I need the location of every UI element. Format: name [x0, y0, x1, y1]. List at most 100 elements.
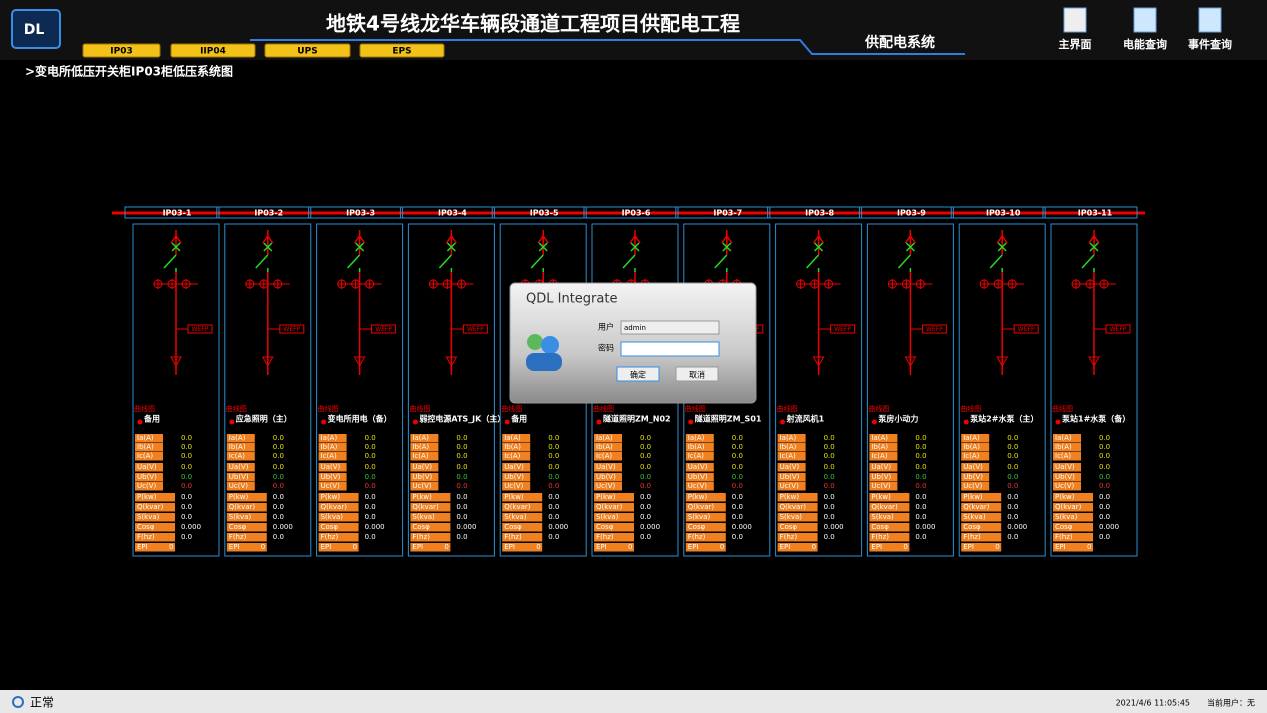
panel-id: IP03-5: [530, 209, 559, 218]
measure-value: 0: [812, 543, 816, 551]
ct-coil: [824, 279, 834, 289]
ct-coil: [979, 279, 989, 289]
measure-value: 0.0: [824, 513, 835, 521]
measure-value: 0.000: [915, 523, 935, 531]
measure-label: S(kva): [412, 513, 435, 521]
curve-link[interactable]: 曲线图: [868, 404, 889, 413]
measure-tag: [961, 473, 990, 482]
user-select[interactable]: [620, 320, 720, 335]
measure-tag: [594, 473, 622, 482]
measure-label: F(hz): [504, 533, 522, 541]
measure-tag: [685, 473, 714, 482]
ct-coil: [153, 279, 163, 289]
curve-link[interactable]: 曲线图: [409, 404, 430, 413]
measure-label: Ub(V): [963, 473, 983, 481]
tab[interactable]: [170, 43, 256, 58]
curve-link[interactable]: 曲线图: [685, 404, 706, 413]
measure-label: Uc(V): [137, 482, 156, 490]
measure-value: 0.0: [824, 533, 835, 541]
measure-tag: [594, 443, 622, 452]
panel-id: IP03-9: [897, 209, 926, 218]
measure-label: Ua(V): [871, 463, 891, 471]
measure-value: 0.0: [273, 452, 284, 460]
measure-label: P(kw): [412, 493, 432, 501]
header-title: 地铁4号线龙华车辆段通道工程项目供配电工程: [326, 12, 740, 36]
measure-tag: [1053, 533, 1093, 542]
measure-tag: [502, 443, 531, 452]
measure-tag: [318, 443, 347, 452]
measure-tag: [135, 503, 175, 512]
measure-value: 0.0: [548, 482, 559, 490]
measure-value: 0.0: [181, 503, 192, 511]
measure-tag: [777, 513, 818, 522]
curve-link[interactable]: 曲线图: [1052, 404, 1073, 413]
panel-id: IP03-4: [438, 209, 467, 218]
measure-value: 0.0: [365, 482, 376, 490]
curve-link[interactable]: 曲线图: [777, 404, 798, 413]
measure-tag: [685, 533, 726, 542]
curve-link[interactable]: 曲线图: [593, 404, 614, 413]
feeder-name: 变电所用电（备）: [328, 414, 392, 424]
measure-label: S(kva): [229, 513, 252, 521]
measure-value: 0.0: [181, 463, 192, 471]
measure-label: F(hz): [871, 533, 889, 541]
measure-tag: [226, 434, 255, 443]
feeder-name: 泵房小动力: [878, 414, 918, 424]
nav-icon[interactable]: [1198, 7, 1222, 33]
measure-tag: [410, 452, 439, 461]
ok-button[interactable]: [616, 366, 660, 382]
tab[interactable]: [264, 43, 351, 58]
measure-value: 0.0: [732, 473, 743, 481]
curve-link[interactable]: 曲线图: [226, 404, 247, 413]
ct-coil: [796, 279, 806, 289]
measure-label: Ia(A): [1055, 434, 1072, 442]
measure-value: 0.0: [181, 533, 192, 541]
curve-link[interactable]: 曲线图: [960, 404, 981, 413]
breaker-tag: [921, 324, 947, 334]
measure-tag: [961, 452, 990, 461]
measure-value: 0.0: [824, 443, 835, 451]
measure-value: 0.0: [1007, 434, 1018, 442]
measure-tag: [502, 463, 531, 472]
tab[interactable]: [82, 43, 161, 58]
measure-label: F(hz): [137, 533, 155, 541]
measure-value: 0: [353, 543, 357, 551]
feeder-name: 隧道照明ZM_N02: [603, 414, 671, 424]
panel-id: IP03-10: [986, 209, 1021, 218]
measure-value: 0.0: [732, 452, 743, 460]
measure-tag: [594, 503, 634, 512]
curve-link[interactable]: 曲线图: [501, 404, 522, 413]
breaker-tag: [187, 324, 213, 334]
measure-tag: [135, 463, 163, 472]
measure-value: 0.0: [1007, 482, 1018, 490]
measure-tag: [226, 503, 267, 512]
tab[interactable]: [359, 43, 445, 58]
curve-link[interactable]: 曲线图: [318, 404, 339, 413]
panel-box: [775, 223, 863, 557]
curve-link[interactable]: 曲线图: [134, 404, 155, 413]
status-dot: [596, 419, 602, 425]
measure-label: EPI: [504, 543, 515, 551]
measure-value: 0.0: [1099, 443, 1110, 451]
nav-icon[interactable]: [1133, 7, 1157, 33]
password-input[interactable]: [620, 341, 720, 357]
measure-tag: [594, 463, 622, 472]
feeder-name: 射流风机1: [786, 414, 825, 424]
status-dot: [412, 419, 418, 425]
measure-value: 0.0: [1099, 452, 1110, 460]
measure-label: S(kva): [688, 513, 711, 521]
ct-coil: [1085, 279, 1095, 289]
feeder-name: 隧道照明ZM_S01: [695, 414, 762, 424]
measure-value: 0.0: [365, 473, 376, 481]
measure-value: 0.0: [640, 434, 651, 442]
status-dot: [321, 419, 327, 425]
tab-label: UPS: [297, 47, 317, 57]
nav-icon[interactable]: [1063, 7, 1087, 33]
tab-label: IP03: [110, 47, 132, 57]
measure-value: 0.0: [1099, 513, 1110, 521]
cancel-button[interactable]: [675, 366, 719, 382]
measure-label: EPI: [688, 543, 699, 551]
load-arrow: [996, 356, 1009, 368]
measure-value: 0.0: [365, 503, 376, 511]
measure-tag: [594, 493, 634, 502]
